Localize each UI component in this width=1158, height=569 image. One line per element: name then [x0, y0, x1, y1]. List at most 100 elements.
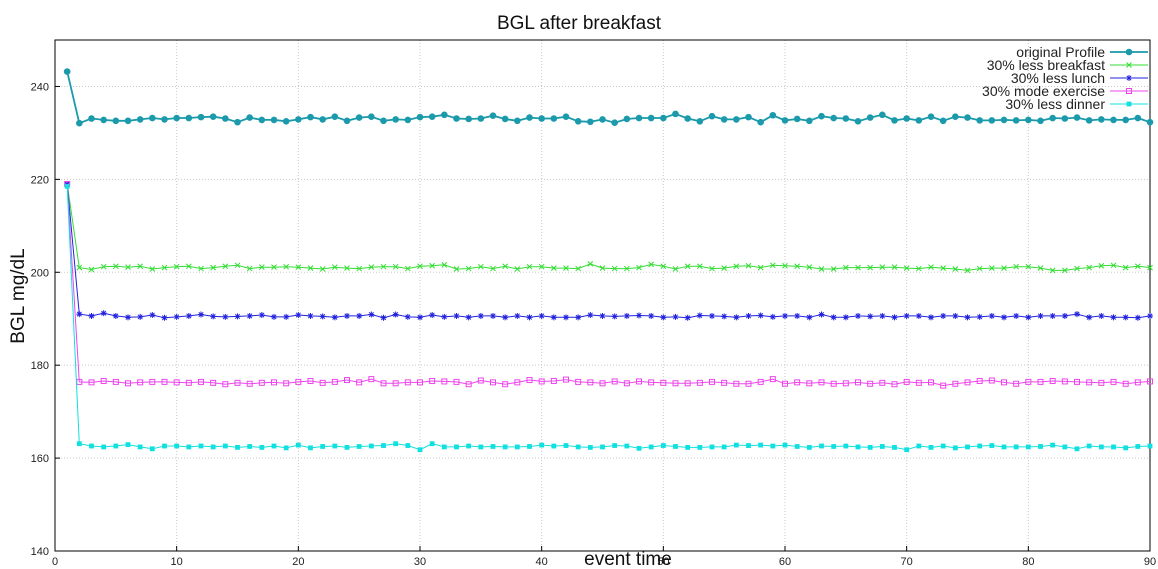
data-point — [940, 312, 947, 319]
data-point — [782, 262, 788, 269]
data-point — [782, 380, 788, 387]
data-point — [1086, 314, 1093, 321]
data-point — [696, 263, 703, 270]
data-point — [1001, 379, 1007, 386]
data-point — [125, 264, 131, 271]
data-point — [1110, 378, 1117, 385]
y-tick-label: 240 — [31, 81, 49, 93]
data-point — [1001, 314, 1007, 321]
data-point — [1049, 377, 1056, 384]
data-point — [903, 265, 910, 271]
data-point — [891, 117, 898, 124]
series-line — [66, 183, 1151, 271]
data-point — [1110, 262, 1117, 269]
data-point — [125, 442, 131, 448]
data-point — [550, 265, 557, 271]
data-point — [173, 263, 180, 270]
data-point — [965, 444, 970, 450]
data-point — [161, 314, 168, 321]
data-point — [258, 379, 265, 386]
data-point — [624, 443, 630, 449]
data-point — [355, 114, 363, 121]
data-point — [672, 380, 679, 387]
data-point — [1001, 265, 1007, 271]
data-point — [550, 115, 558, 122]
data-point — [381, 443, 386, 448]
data-point — [210, 313, 217, 320]
data-point — [673, 444, 678, 449]
data-point — [623, 115, 631, 123]
data-point — [745, 312, 752, 319]
data-point — [952, 445, 958, 451]
data-point — [404, 379, 411, 386]
data-point — [1098, 312, 1105, 319]
data-point — [1122, 116, 1129, 124]
data-point — [1135, 444, 1141, 449]
data-point — [356, 379, 363, 386]
data-point — [100, 310, 107, 317]
data-point — [709, 378, 715, 385]
data-point — [149, 312, 156, 319]
data-point — [526, 114, 533, 121]
data-point — [466, 443, 472, 449]
data-point — [112, 378, 119, 385]
data-point — [404, 116, 412, 124]
data-point — [453, 115, 460, 122]
data-point — [818, 311, 825, 318]
data-point — [611, 119, 618, 126]
data-point — [928, 445, 934, 450]
data-point — [842, 264, 849, 271]
data-point — [733, 380, 740, 387]
legend-label: original Profile — [1016, 44, 1105, 60]
data-point — [563, 314, 569, 321]
data-point — [892, 445, 897, 450]
data-point — [502, 263, 509, 270]
data-point — [623, 380, 630, 387]
data-point — [684, 380, 691, 387]
data-point — [660, 114, 667, 122]
data-point — [112, 263, 119, 270]
data-point — [696, 117, 704, 125]
y-tick-label: 200 — [31, 267, 49, 279]
legend-item: 30% less dinner — [1005, 96, 1148, 112]
data-point — [600, 444, 605, 450]
data-point — [684, 263, 691, 270]
data-point — [417, 314, 423, 321]
data-point — [587, 118, 594, 126]
data-point — [429, 377, 436, 384]
data-point — [343, 117, 351, 125]
data-point — [331, 113, 339, 120]
data-point — [830, 380, 837, 387]
data-point — [587, 445, 593, 450]
data-point — [185, 114, 193, 122]
data-point — [125, 314, 131, 321]
data-point — [125, 380, 131, 387]
data-point — [819, 443, 824, 449]
data-point — [100, 263, 107, 270]
data-point — [988, 117, 996, 124]
data-point — [1025, 314, 1032, 321]
data-point — [611, 313, 618, 320]
data-point — [684, 115, 691, 122]
data-point — [234, 379, 241, 386]
data-point — [332, 443, 338, 449]
data-point — [977, 443, 983, 449]
data-point — [1061, 115, 1069, 122]
data-point — [855, 264, 861, 271]
data-point — [746, 443, 751, 448]
data-point — [1038, 444, 1043, 449]
data-point — [1050, 442, 1056, 448]
legend-label: 30% mode exercise — [982, 83, 1105, 99]
data-point — [599, 116, 606, 123]
series-30-less-lunch — [64, 181, 1153, 321]
axis-ticks: 0 10 20 30 40 50 60 70 80 90 140 160 180 200 220 240 — [31, 81, 1156, 568]
data-point — [1061, 378, 1068, 385]
data-point — [952, 266, 959, 272]
data-point — [380, 380, 387, 387]
data-point — [843, 443, 849, 449]
data-point — [976, 377, 983, 384]
data-point — [1122, 264, 1129, 271]
data-point — [441, 313, 448, 320]
x-tick-label: 10 — [171, 556, 183, 568]
data-point — [222, 263, 229, 270]
